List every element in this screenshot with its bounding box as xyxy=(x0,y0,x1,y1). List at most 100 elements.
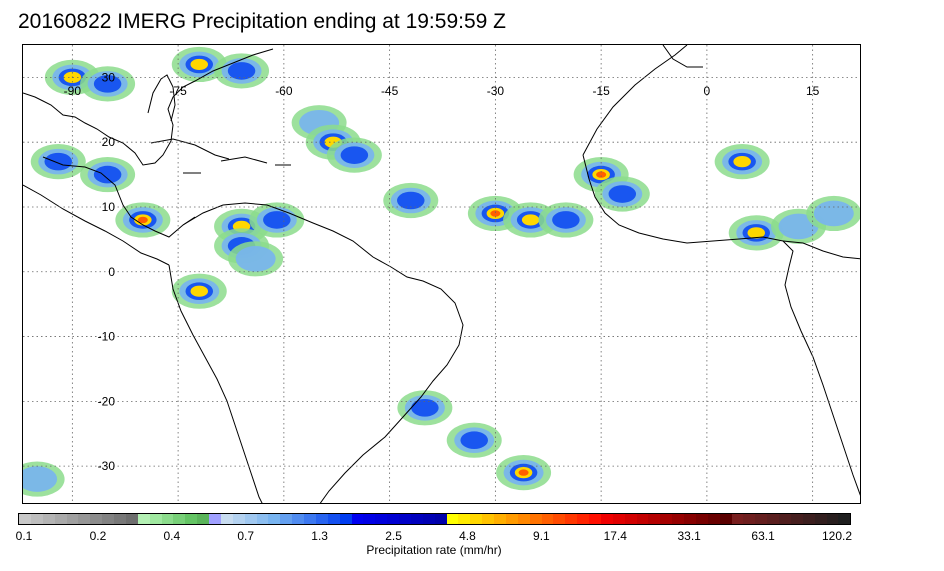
latitude-label: 20 xyxy=(102,135,116,149)
coastline-africa-gulf xyxy=(782,240,860,260)
latitude-label: 30 xyxy=(102,70,116,84)
colorbar-swatch xyxy=(351,514,364,524)
precip-cluster xyxy=(806,195,860,232)
colorbar-swatch xyxy=(589,514,601,524)
colorbar-swatch xyxy=(743,514,756,524)
longitude-label: 15 xyxy=(806,84,820,98)
colorbar-swatch xyxy=(767,514,779,524)
colorbar-swatch xyxy=(102,514,114,524)
colorbar-swatch xyxy=(482,514,494,524)
coastline-iberia xyxy=(662,45,703,68)
colorbar-swatch xyxy=(707,514,720,524)
coastline-cuba xyxy=(150,138,230,160)
colorbar-swatch xyxy=(719,514,732,524)
colorbar-swatch xyxy=(541,514,554,524)
colorbar-tick-label: 0.7 xyxy=(237,529,255,543)
colorbar-tick-label: 0.2 xyxy=(89,529,107,543)
precip-cluster xyxy=(228,241,284,277)
colorbar-swatch xyxy=(78,514,91,524)
coastline-south-america xyxy=(182,202,464,503)
colorbar-swatch xyxy=(660,514,673,524)
axis-labels: -90 -75 -60 -45 -30 -15 0 15 30 20 10 0 -10 -20 -30 xyxy=(64,70,820,473)
colorbar-swatch xyxy=(505,514,518,524)
colorbar-swatch xyxy=(161,514,174,524)
colorbar-swatch xyxy=(600,514,613,524)
coastline-africa-north xyxy=(582,45,688,156)
colorbar-tick-label: 63.1 xyxy=(751,529,775,543)
colorbar-swatch xyxy=(779,514,791,524)
colorbar-swatch xyxy=(755,514,768,524)
colorbar-swatch xyxy=(244,514,257,524)
map-canvas: -90 -75 -60 -45 -30 -15 0 15 30 20 10 0 -10 -20 -30 xyxy=(23,45,860,503)
colorbar-swatch xyxy=(327,514,340,524)
latitude-label: 0 xyxy=(108,265,115,279)
colorbar xyxy=(18,513,851,525)
precip-cluster xyxy=(496,455,552,491)
colorbar-swatch xyxy=(375,514,388,524)
colorbar-swatch xyxy=(458,514,471,524)
colorbar-tick-label: 0.1 xyxy=(15,529,33,543)
precip-cluster xyxy=(538,202,594,238)
colorbar-swatch xyxy=(173,514,186,524)
colorbar-swatch xyxy=(672,514,684,524)
colorbar-swatch xyxy=(814,514,827,524)
colorbar-swatch xyxy=(42,514,55,524)
colorbar-swatch xyxy=(339,514,352,524)
colorbar-swatch xyxy=(149,514,162,524)
colorbar-swatch xyxy=(185,514,198,524)
colorbar-swatch xyxy=(363,514,376,524)
latitude-label: -20 xyxy=(98,394,116,408)
colorbar-swatch xyxy=(565,514,578,524)
coastline-south-america-pacific xyxy=(168,264,263,503)
colorbar-tick-label: 4.8 xyxy=(459,529,476,543)
colorbar-swatch xyxy=(731,514,744,524)
precip-cluster xyxy=(594,176,650,212)
coastline-central-america-pacific xyxy=(23,184,170,266)
colorbar-swatch xyxy=(790,514,803,524)
colorbar-swatch xyxy=(256,514,269,524)
colorbar-swatch xyxy=(114,514,126,524)
longitude-label: -90 xyxy=(64,84,82,98)
colorbar-swatch xyxy=(54,514,67,524)
graticule xyxy=(23,45,860,503)
colorbar-swatch xyxy=(292,514,304,524)
map-title: 20160822 IMERG Precipitation ending at 1… xyxy=(18,10,506,33)
colorbar-swatch xyxy=(446,514,459,524)
colorbar-title: Precipitation rate (mm/hr) xyxy=(366,543,502,557)
colorbar-swatch xyxy=(30,514,43,524)
colorbar-tick-label: 33.1 xyxy=(677,529,701,543)
colorbar-swatch xyxy=(494,514,506,524)
colorbar-swatch xyxy=(197,514,209,524)
latitude-label: 10 xyxy=(102,200,116,214)
colorbar-swatch xyxy=(19,514,31,524)
colorbar-swatch xyxy=(577,514,589,524)
colorbar-swatch xyxy=(304,514,316,524)
colorbar-tick-label: 9.1 xyxy=(533,529,550,543)
coastline-central-america xyxy=(42,156,196,238)
precip-cluster xyxy=(171,46,227,83)
colorbar-swatch xyxy=(422,514,435,524)
colorbar-swatch xyxy=(529,514,542,524)
colorbar-swatch xyxy=(387,514,399,524)
longitude-label: -60 xyxy=(275,84,293,98)
colorbar-swatch xyxy=(66,514,79,524)
precip-cluster xyxy=(30,144,86,180)
precip-cluster xyxy=(249,202,305,238)
precip-cluster xyxy=(23,461,65,497)
latitude-label: -30 xyxy=(98,459,116,473)
colorbar-tick-label: 120.2 xyxy=(821,529,853,543)
colorbar-tick-label: 0.4 xyxy=(163,529,181,543)
colorbar-swatch xyxy=(636,514,649,524)
longitude-label: -75 xyxy=(169,84,187,98)
colorbar-swatch xyxy=(553,514,566,524)
colorbar-swatch xyxy=(125,514,138,524)
colorbar-swatch xyxy=(268,514,281,524)
colorbar-swatch xyxy=(137,514,150,524)
precip-cluster xyxy=(397,390,453,426)
coastline-north-america xyxy=(23,48,274,166)
colorbar-swatch xyxy=(624,514,637,524)
colorbar-swatch xyxy=(802,514,815,524)
longitude-label: 0 xyxy=(704,84,711,98)
longitude-label: -45 xyxy=(381,84,399,98)
longitude-label: -30 xyxy=(487,84,505,98)
